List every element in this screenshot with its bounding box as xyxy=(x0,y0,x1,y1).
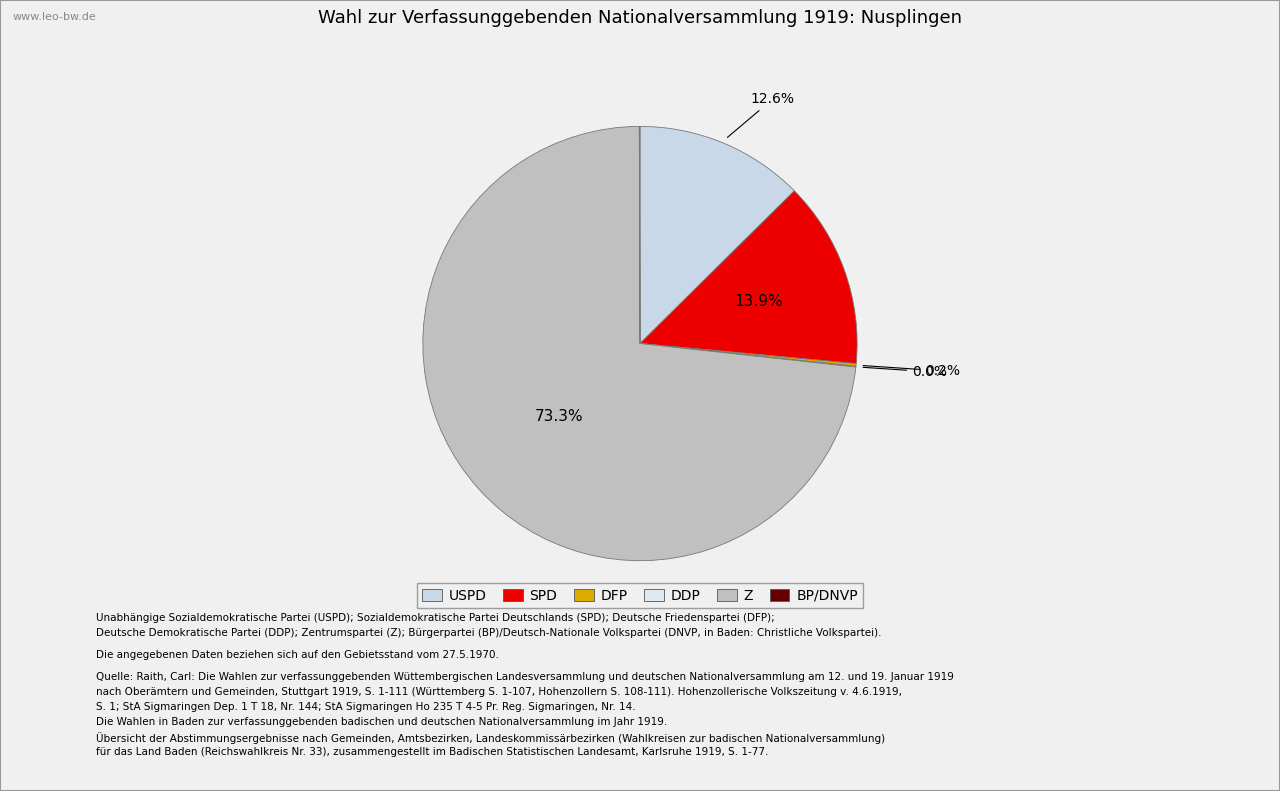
Text: 13.9%: 13.9% xyxy=(735,293,783,308)
Text: Die angegebenen Daten beziehen sich auf den Gebietsstand vom 27.5.1970.: Die angegebenen Daten beziehen sich auf … xyxy=(96,650,499,660)
Legend: USPD, SPD, DFP, DDP, Z, BP/DNVP: USPD, SPD, DFP, DDP, Z, BP/DNVP xyxy=(416,583,864,608)
Text: 0.0%: 0.0% xyxy=(863,365,947,379)
Text: nach Oberämtern und Gemeinden, Stuttgart 1919, S. 1-111 (Württemberg S. 1-107, H: nach Oberämtern und Gemeinden, Stuttgart… xyxy=(96,687,902,698)
Text: Unabhängige Sozialdemokratische Partei (USPD); Sozialdemokratische Partei Deutsc: Unabhängige Sozialdemokratische Partei (… xyxy=(96,613,774,623)
Title: Wahl zur Verfassunggebenden Nationalversammlung 1919: Nusplingen: Wahl zur Verfassunggebenden Nationalvers… xyxy=(317,9,963,27)
Text: www.leo-bw.de: www.leo-bw.de xyxy=(13,12,96,22)
Text: 0.2%: 0.2% xyxy=(863,364,960,378)
Text: Übersicht der Abstimmungsergebnisse nach Gemeinden, Amtsbezirken, Landeskommissä: Übersicht der Abstimmungsergebnisse nach… xyxy=(96,732,886,744)
Wedge shape xyxy=(640,343,856,367)
Text: für das Land Baden (Reichswahlkreis Nr. 33), zusammengestellt im Badischen Stati: für das Land Baden (Reichswahlkreis Nr. … xyxy=(96,747,768,758)
Wedge shape xyxy=(640,343,856,366)
Text: Die Wahlen in Baden zur verfassunggebenden badischen und deutschen Nationalversa: Die Wahlen in Baden zur verfassunggebend… xyxy=(96,717,667,728)
Text: Deutsche Demokratische Partei (DDP); Zentrumspartei (Z); Bürgerpartei (BP)/Deuts: Deutsche Demokratische Partei (DDP); Zen… xyxy=(96,628,882,638)
Text: Quelle: Raith, Carl: Die Wahlen zur verfassunggebenden Wüttembergischen Landesve: Quelle: Raith, Carl: Die Wahlen zur verf… xyxy=(96,672,954,683)
Wedge shape xyxy=(640,127,795,343)
Text: S. 1; StA Sigmaringen Dep. 1 T 18, Nr. 144; StA Sigmaringen Ho 235 T 4-5 Pr. Reg: S. 1; StA Sigmaringen Dep. 1 T 18, Nr. 1… xyxy=(96,702,636,713)
Wedge shape xyxy=(640,191,858,364)
Text: 73.3%: 73.3% xyxy=(535,409,584,424)
Wedge shape xyxy=(422,127,856,561)
Text: 12.6%: 12.6% xyxy=(727,92,795,138)
